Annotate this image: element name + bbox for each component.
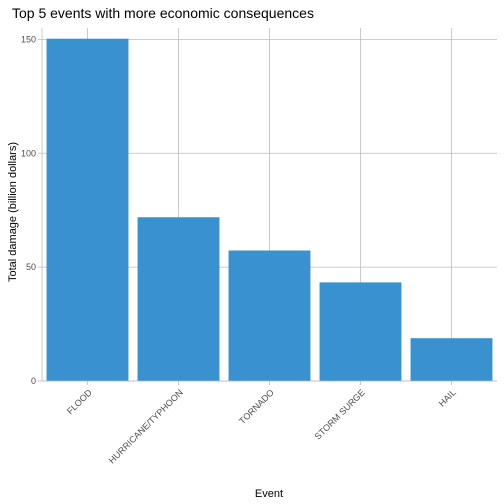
x-tick-label: HURRICANE/TYPHOON xyxy=(107,387,185,465)
x-tick-label: HAIL xyxy=(437,387,458,408)
bar-flood xyxy=(46,38,129,382)
bar-hurricane-typhoon xyxy=(137,217,220,381)
bars xyxy=(46,38,493,382)
bar-hail xyxy=(410,338,493,381)
x-axis-title: Event xyxy=(255,488,283,500)
x-tick-label: STORM SURGE xyxy=(313,387,367,441)
x-tick-label: FLOOD xyxy=(65,387,94,416)
y-tick-label: 100 xyxy=(21,148,36,158)
x-tick-label: TORNADO xyxy=(237,387,276,426)
bar-tornado xyxy=(228,250,311,381)
chart-title: Top 5 events with more economic conseque… xyxy=(12,5,314,21)
y-tick-label: 150 xyxy=(21,34,36,44)
bar-storm-surge xyxy=(319,282,402,381)
y-tick-label: 0 xyxy=(31,376,36,386)
y-axis-title: Total damage (billion dollars) xyxy=(7,142,19,282)
y-tick-label: 50 xyxy=(26,262,36,272)
